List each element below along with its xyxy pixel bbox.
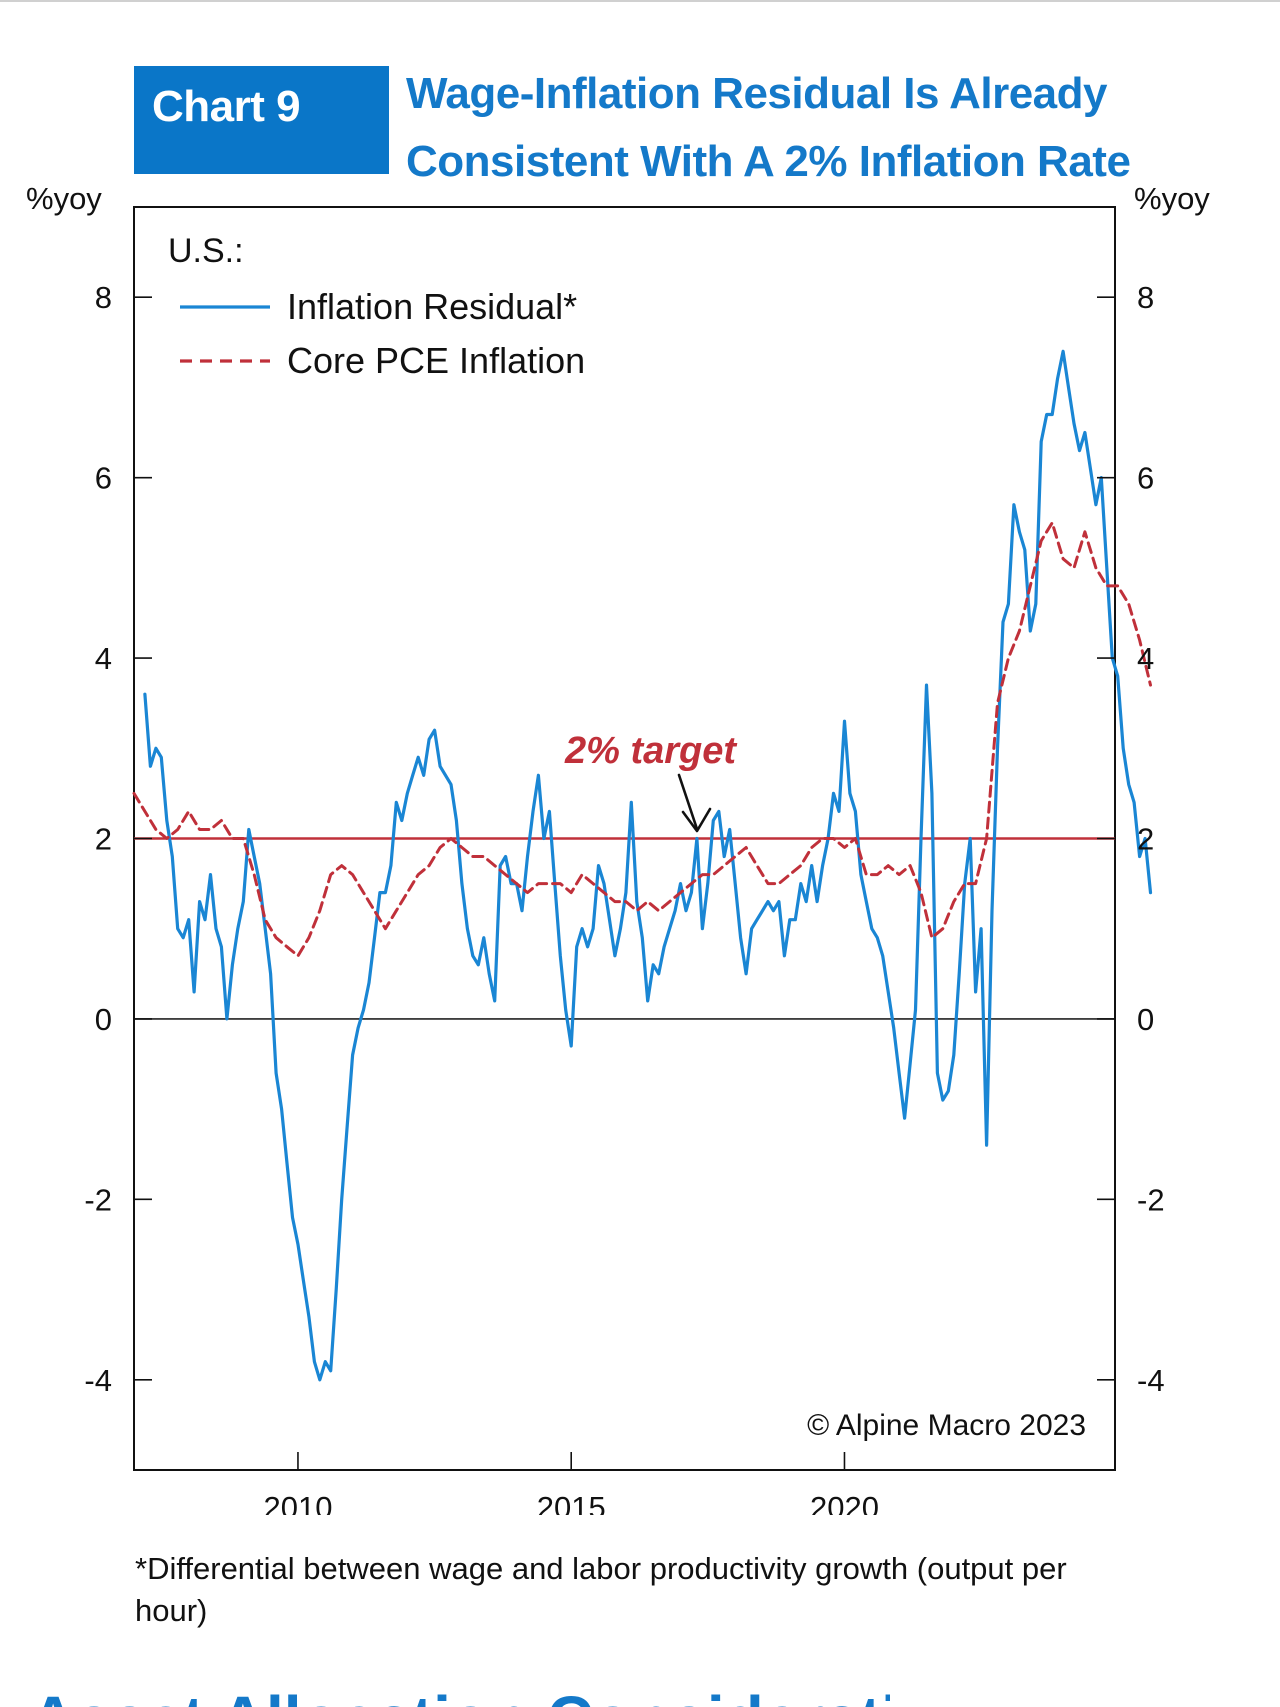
y-tick-label-right: -4 bbox=[1137, 1363, 1165, 1398]
y-tick-label-left: 8 bbox=[95, 280, 112, 315]
legend-title: U.S.: bbox=[168, 232, 244, 270]
chart-title-line-2: Consistent With A 2% Inflation Rate bbox=[406, 137, 1131, 186]
chart-number-badge: Chart 9 bbox=[134, 66, 389, 174]
y-axis-unit-right: %yoy bbox=[1134, 185, 1210, 216]
source-label: © Alpine Macro 2023 bbox=[807, 1409, 1086, 1442]
y-tick-label-right: -2 bbox=[1137, 1182, 1165, 1217]
target-annotation-label: 2% target bbox=[564, 730, 737, 772]
chart-title: Wage-Inflation Residual Is Already Consi… bbox=[406, 60, 1246, 196]
legend: U.S.: Inflation Residual* Core PCE Inflati… bbox=[168, 232, 585, 381]
legend-label-inflation-residual: Inflation Residual* bbox=[287, 286, 577, 327]
y-tick-label-left: 4 bbox=[95, 641, 112, 676]
y-tick-label-right: 6 bbox=[1137, 461, 1154, 496]
x-tick-label: 2020 bbox=[810, 1490, 879, 1515]
axes-group: -4 -4 -2 -2 0 0 2 2 4 4 6 6 8 8 %yoy %yoy 2010 2015 2020 bbox=[26, 185, 1210, 1515]
top-divider bbox=[0, 0, 1280, 2]
y-tick-label-left: 2 bbox=[95, 822, 112, 857]
next-section-heading-text: Asset Allocation Considerations bbox=[30, 1688, 890, 1707]
chart-number-label: Chart 9 bbox=[152, 82, 301, 131]
x-tick-label: 2015 bbox=[537, 1490, 606, 1515]
y-tick-label-right: 4 bbox=[1137, 641, 1154, 676]
y-tick-label-left: -4 bbox=[84, 1363, 112, 1398]
y-tick-label-right: 0 bbox=[1137, 1002, 1154, 1037]
core-pce-line bbox=[132, 521, 1152, 958]
next-section-heading-fragment: Asset Allocation Considerations bbox=[30, 1688, 890, 1707]
target-arrow-shaft bbox=[677, 773, 699, 831]
y-axis-unit-left: %yoy bbox=[26, 185, 102, 216]
y-tick-label-left: 0 bbox=[95, 1002, 112, 1037]
footnote: *Differential between wage and labor pro… bbox=[135, 1551, 1067, 1628]
y-tick-label-right: 8 bbox=[1137, 280, 1154, 315]
y-tick-label-left: 6 bbox=[95, 461, 112, 496]
x-tick-label: 2010 bbox=[263, 1490, 332, 1515]
y-tick-label-right: 2 bbox=[1137, 822, 1154, 857]
legend-label-core-pce: Core PCE Inflation bbox=[287, 340, 585, 381]
y-tick-label-left: -2 bbox=[84, 1182, 112, 1217]
annotation-group: 2% target © Alpine Macro 2023 bbox=[564, 730, 1086, 1442]
target-arrow-head bbox=[681, 807, 712, 833]
line-chart: -4 -4 -2 -2 0 0 2 2 4 4 6 6 8 8 %yoy %yoy 2010 2015 2020 U… bbox=[26, 185, 1210, 1515]
inflation-residual-line bbox=[143, 349, 1153, 1382]
series-group bbox=[132, 349, 1153, 1382]
chart-title-line-1: Wage-Inflation Residual Is Already bbox=[406, 69, 1108, 118]
